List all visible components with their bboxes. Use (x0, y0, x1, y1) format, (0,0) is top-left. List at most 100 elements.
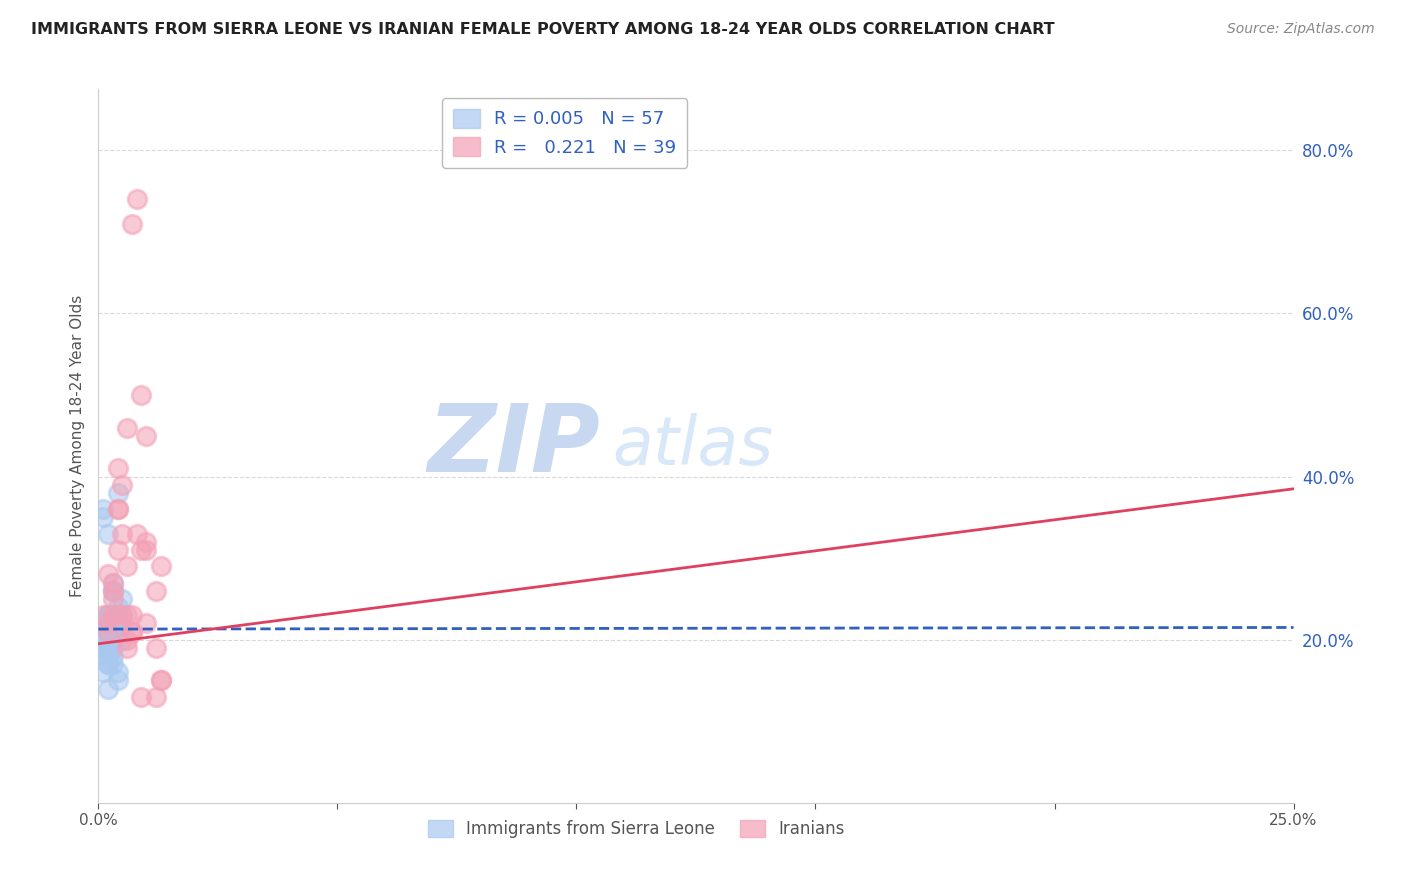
Point (107, 616, 129, 631)
Point (101, 608, 124, 623)
Point (101, 640, 124, 655)
Point (107, 502, 129, 516)
Point (91, 624, 114, 639)
Point (107, 624, 129, 639)
Point (135, 616, 157, 631)
Point (97, 648, 120, 663)
Point (101, 624, 124, 639)
Point (97, 657, 120, 672)
Point (107, 673, 129, 688)
Y-axis label: Female Poverty Among 18-24 Year Olds: Female Poverty Among 18-24 Year Olds (69, 295, 84, 597)
Point (111, 591, 134, 606)
Point (107, 502, 129, 516)
Legend: Immigrants from Sierra Leone, Iranians: Immigrants from Sierra Leone, Iranians (420, 813, 852, 845)
Point (97, 632, 120, 647)
Point (97, 632, 120, 647)
Point (101, 575, 124, 590)
Point (91, 640, 114, 655)
Point (97, 632, 120, 647)
Point (111, 608, 134, 623)
Point (101, 632, 124, 647)
Point (101, 616, 124, 631)
Point (107, 616, 129, 631)
Point (135, 429, 157, 443)
Point (91, 616, 114, 631)
Point (131, 543, 153, 558)
Point (97, 616, 120, 631)
Point (149, 673, 172, 688)
Point (115, 420, 138, 434)
Point (115, 640, 138, 655)
Point (101, 608, 124, 623)
Point (91, 665, 114, 680)
Point (101, 648, 124, 663)
Point (121, 624, 143, 639)
Point (115, 559, 138, 574)
Point (135, 543, 157, 558)
Point (97, 616, 120, 631)
Point (91, 510, 114, 524)
Point (97, 640, 120, 655)
Point (97, 632, 120, 647)
Point (111, 477, 134, 491)
Point (149, 673, 172, 688)
Point (111, 526, 134, 541)
Text: IMMIGRANTS FROM SIERRA LEONE VS IRANIAN FEMALE POVERTY AMONG 18-24 YEAR OLDS COR: IMMIGRANTS FROM SIERRA LEONE VS IRANIAN … (31, 22, 1054, 37)
Point (101, 616, 124, 631)
Point (101, 657, 124, 672)
Point (121, 217, 143, 231)
Point (97, 608, 120, 623)
Point (97, 657, 120, 672)
Point (107, 461, 129, 475)
Point (107, 600, 129, 615)
Point (107, 486, 129, 500)
Point (111, 632, 134, 647)
Point (97, 608, 120, 623)
Point (125, 526, 148, 541)
Point (91, 608, 114, 623)
Point (91, 624, 114, 639)
Point (111, 608, 134, 623)
Point (101, 632, 124, 647)
Point (91, 624, 114, 639)
Point (97, 681, 120, 696)
Point (149, 559, 172, 574)
Point (97, 624, 120, 639)
Point (121, 608, 143, 623)
Point (145, 583, 167, 598)
Point (107, 624, 129, 639)
Point (101, 575, 124, 590)
Point (111, 616, 134, 631)
Point (121, 624, 143, 639)
Point (101, 616, 124, 631)
Point (97, 624, 120, 639)
Point (91, 640, 114, 655)
Point (107, 624, 129, 639)
Point (131, 388, 153, 402)
Point (115, 632, 138, 647)
Point (101, 616, 124, 631)
Point (97, 608, 120, 623)
Text: atlas: atlas (613, 413, 773, 479)
Text: Source: ZipAtlas.com: Source: ZipAtlas.com (1227, 22, 1375, 37)
Point (91, 632, 114, 647)
Point (101, 583, 124, 598)
Point (107, 665, 129, 680)
Point (101, 583, 124, 598)
Point (101, 624, 124, 639)
Point (107, 608, 129, 623)
Point (97, 526, 120, 541)
Point (91, 502, 114, 516)
Point (125, 192, 148, 206)
Point (101, 608, 124, 623)
Point (115, 608, 138, 623)
Point (101, 583, 124, 598)
Text: ZIP: ZIP (427, 400, 600, 492)
Point (101, 591, 124, 606)
Point (91, 624, 114, 639)
Point (135, 534, 157, 549)
Point (131, 690, 153, 704)
Point (97, 567, 120, 582)
Point (97, 624, 120, 639)
Point (145, 640, 167, 655)
